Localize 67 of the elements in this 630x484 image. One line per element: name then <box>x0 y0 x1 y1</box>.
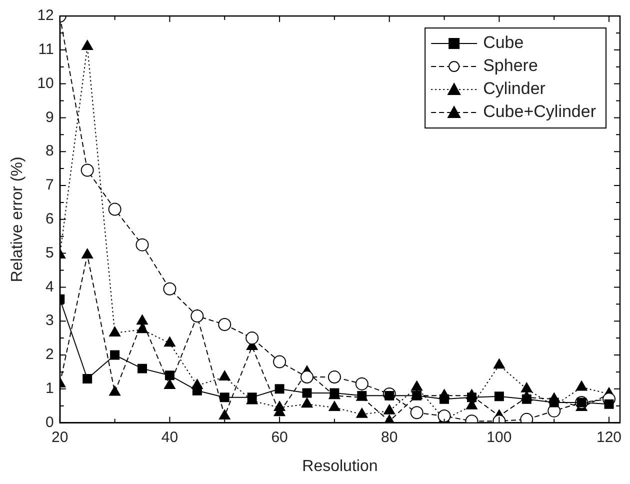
point <box>109 326 120 336</box>
legend-label: Cylinder <box>483 79 546 98</box>
point <box>163 282 176 296</box>
point <box>328 401 340 412</box>
point <box>218 410 230 420</box>
legend-label: Cube+Cylinder <box>483 102 596 122</box>
y-tick-label: 7 <box>46 176 54 194</box>
point <box>466 392 476 402</box>
y-tick-label: 9 <box>46 108 54 126</box>
point <box>190 310 204 323</box>
y-tick-label: 3 <box>46 312 54 330</box>
legend-label: Cube <box>483 33 524 52</box>
point <box>108 202 122 216</box>
point <box>604 399 614 409</box>
point <box>192 386 202 396</box>
x-tick-label: 80 <box>381 428 398 446</box>
point <box>520 382 532 392</box>
point <box>411 380 423 391</box>
y-tick-label: 10 <box>37 74 54 92</box>
point <box>136 238 149 252</box>
legend-label: Sphere <box>483 56 538 76</box>
y-tick-label: 1 <box>46 380 54 398</box>
point <box>164 336 176 347</box>
y-tick-label: 6 <box>46 210 54 228</box>
point <box>384 404 396 414</box>
point <box>357 390 367 400</box>
point <box>136 314 148 325</box>
y-tick-label: 2 <box>46 346 54 364</box>
y-tick-label: 8 <box>46 142 54 160</box>
y-tick-label: 4 <box>46 278 54 296</box>
point <box>109 386 120 396</box>
point <box>274 401 286 412</box>
point <box>440 394 450 404</box>
point <box>576 380 588 391</box>
point <box>493 358 505 369</box>
point <box>82 374 92 384</box>
point <box>302 388 312 398</box>
point <box>220 392 230 402</box>
point <box>82 40 94 50</box>
point <box>164 370 174 380</box>
x-tick-label: 20 <box>52 428 68 446</box>
y-tick-label: 0 <box>46 414 54 431</box>
point <box>494 392 504 402</box>
point <box>301 398 313 408</box>
point <box>274 384 284 394</box>
x-axis-title: Resolution <box>302 458 378 475</box>
point <box>522 394 532 404</box>
y-axis-title: Relative error (%) <box>9 156 26 282</box>
y-tick-label: 12 <box>37 7 54 24</box>
y-tick-label: 11 <box>38 41 54 58</box>
x-tick-label: 100 <box>486 428 512 446</box>
point <box>164 379 176 390</box>
point <box>218 370 230 381</box>
x-tick-label: 120 <box>596 428 622 446</box>
y-tick-label: 5 <box>46 244 54 262</box>
point <box>356 408 368 418</box>
x-tick-label: 60 <box>271 428 288 446</box>
point <box>138 364 147 374</box>
point <box>80 164 94 177</box>
point <box>300 370 314 384</box>
point <box>246 332 259 345</box>
point <box>218 318 232 331</box>
point <box>136 323 148 334</box>
point <box>82 248 94 258</box>
point <box>410 406 424 420</box>
point <box>110 350 120 360</box>
x-tick-label: 40 <box>161 428 178 446</box>
